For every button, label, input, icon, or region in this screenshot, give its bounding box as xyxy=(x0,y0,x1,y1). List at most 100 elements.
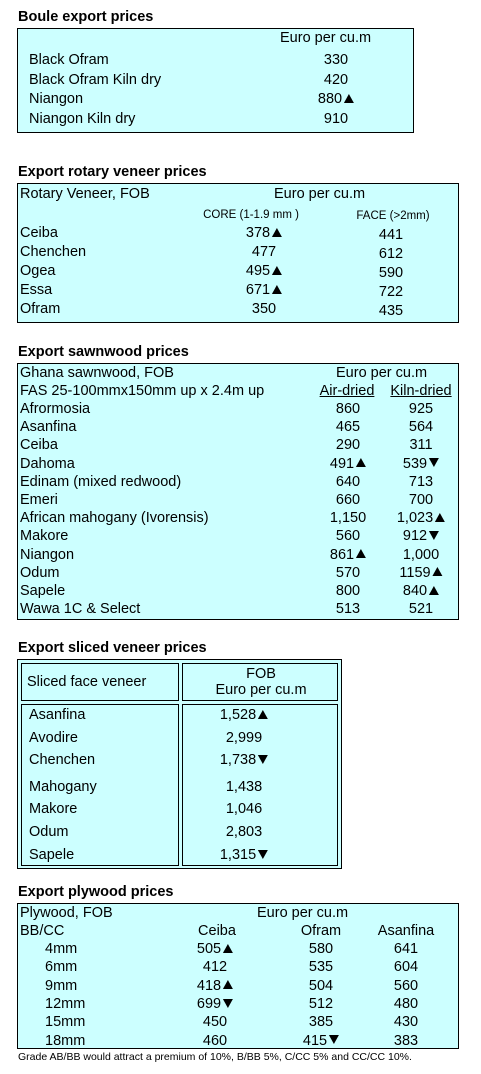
sawn-row-kiln: 713 xyxy=(408,473,434,490)
sawn-row-name: Niangon xyxy=(20,546,75,563)
plywood-row-value: 383 xyxy=(393,1032,419,1049)
sawn-row-air: 465 xyxy=(335,419,361,436)
sawn-row-name: African mahogany (Ivorensis) xyxy=(20,510,209,527)
sliced-body-left xyxy=(21,704,179,866)
plywood-row-value: 430 xyxy=(393,1014,419,1031)
sliced-unit1: FOB xyxy=(246,666,276,682)
sliced-row-name: Mahogany xyxy=(29,779,97,795)
sawn-row-air: 640 xyxy=(335,473,361,490)
arrow-up-icon xyxy=(272,284,283,294)
sawn-unit: Euro per cu.m xyxy=(336,365,428,381)
plywood-row-value: 504 xyxy=(308,977,334,994)
sawn-row-kiln: 840 xyxy=(403,583,440,600)
plywood-col-ofram: Ofram xyxy=(300,923,342,939)
plywood-note: Grade AB/BB would attract a premium of 1… xyxy=(18,1051,412,1063)
arrow-up-icon xyxy=(432,567,443,577)
sawn-row-name: Dahoma xyxy=(20,455,75,472)
sawn-row-name: Ceiba xyxy=(20,437,58,454)
boule-unit: Euro per cu.m xyxy=(280,30,372,46)
rotary-row-name: Ceiba xyxy=(20,225,58,241)
sliced-row-name: Chenchen xyxy=(29,752,96,768)
rotary-row-name: Ogea xyxy=(20,263,56,279)
sawn-row-air: 800 xyxy=(335,583,361,599)
sawn-row-kiln: 1,023 xyxy=(397,510,446,527)
rotary-label: Rotary Veneer, FOB xyxy=(20,186,150,202)
rotary-row-core: 671 xyxy=(246,282,283,299)
plywood-col-asanfina: Asanfina xyxy=(377,923,435,939)
boule-title: Boule export prices xyxy=(18,9,154,25)
arrow-down-icon xyxy=(429,531,440,541)
plywood-row-size: 4mm xyxy=(45,941,78,957)
rotary-col-face: FACE (>2mm) xyxy=(356,210,430,222)
plywood-row-size: 18mm xyxy=(45,1032,86,1049)
sawn-row-kiln: 1,000 xyxy=(402,546,440,563)
sawn-row-name: Makore xyxy=(20,528,69,545)
rotary-row-name: Chenchen xyxy=(20,244,87,260)
arrow-down-icon xyxy=(329,1035,340,1045)
sawn-row-name: Edinam (mixed redwood) xyxy=(20,473,182,490)
sawn-row-name: Emeri xyxy=(20,492,58,508)
arrow-up-icon xyxy=(356,549,367,559)
sliced-row-value: 1,738 xyxy=(220,752,269,769)
plywood-row-value: 450 xyxy=(202,1014,228,1031)
sawn-col-kiln: Kiln-dried xyxy=(390,383,452,399)
plywood-row-size: 15mm xyxy=(45,1014,86,1031)
rotary-unit: Euro per cu.m xyxy=(274,186,366,202)
rotary-row-face: 435 xyxy=(378,303,404,319)
arrow-up-icon xyxy=(272,265,283,275)
arrow-down-icon xyxy=(258,849,269,859)
arrow-up-icon xyxy=(272,227,283,237)
sawn-title: Export sawnwood prices xyxy=(18,344,189,360)
boule-row-value: 420 xyxy=(323,71,349,88)
boule-row-name: Niangon Kiln dry xyxy=(29,110,136,127)
sawn-row-air: 861 xyxy=(330,547,367,564)
plywood-row-value: 412 xyxy=(202,959,228,976)
sliced-unit2: Euro per cu.m xyxy=(215,682,307,698)
rotary-col-core: CORE (1-1.9 mm ) xyxy=(203,209,299,221)
plywood-row-value: 460 xyxy=(202,1032,228,1049)
sawn-row-kiln: 912 xyxy=(403,528,440,545)
boule-row-value: 880 xyxy=(318,91,355,108)
sawn-row-kiln: 311 xyxy=(409,437,433,454)
arrow-up-icon xyxy=(435,512,446,522)
rotary-title: Export rotary veneer prices xyxy=(18,164,207,180)
arrow-down-icon xyxy=(429,458,440,468)
sliced-row-value: 1,438 xyxy=(225,779,263,795)
sawn-row-name: Afrormosia xyxy=(20,401,91,417)
sawn-row-name: Asanfina xyxy=(20,419,77,436)
plywood-row-value: 512 xyxy=(308,995,334,1012)
arrow-up-icon xyxy=(344,93,355,103)
sliced-body-right xyxy=(182,704,338,866)
sawn-row-name: Sapele xyxy=(20,583,66,599)
sliced-title: Export sliced veneer prices xyxy=(18,640,207,656)
plywood-row-size: 12mm xyxy=(45,995,86,1012)
rotary-row-face: 590 xyxy=(378,265,404,281)
sawn-row-air: 560 xyxy=(335,528,361,545)
sliced-row-value: 1,315 xyxy=(220,847,269,864)
sawn-row-name: Wawa 1C & Select xyxy=(20,601,141,618)
plywood-row-value: 535 xyxy=(308,959,334,976)
sawn-row-kiln: 521 xyxy=(408,601,434,618)
rotary-row-face: 441 xyxy=(378,227,404,243)
plywood-row-value: 699 xyxy=(197,996,234,1013)
arrow-down-icon xyxy=(258,754,269,764)
arrow-up-icon xyxy=(258,709,269,719)
sliced-row-value: 2,999 xyxy=(225,730,263,746)
sawn-row-air: 660 xyxy=(335,492,361,508)
sawn-label: Ghana sawnwood, FOB xyxy=(20,365,174,381)
boule-row-value: 910 xyxy=(323,110,349,127)
boule-row-name: Black Ofram Kiln dry xyxy=(29,71,162,88)
plywood-row-size: 9mm xyxy=(45,977,78,994)
sliced-header-left: Sliced face veneer xyxy=(21,663,179,701)
rotary-table: Rotary Veneer, FOB Euro per cu.m CORE (1… xyxy=(17,183,459,323)
rotary-row-core: 477 xyxy=(251,244,277,260)
arrow-up-icon xyxy=(429,585,440,595)
sliced-label: Sliced face veneer xyxy=(27,674,147,690)
boule-row-value: 330 xyxy=(323,52,349,68)
sawn-col-air: Air-dried xyxy=(319,383,375,399)
boule-row-name: Black Ofram xyxy=(29,52,109,68)
plywood-row-value: 641 xyxy=(393,941,419,957)
sawn-row-kiln: 700 xyxy=(408,492,434,508)
boule-table: Euro per cu.m Black Ofram 330 Black Ofram … xyxy=(17,28,414,133)
plywood-row-value: 415 xyxy=(303,1033,340,1050)
